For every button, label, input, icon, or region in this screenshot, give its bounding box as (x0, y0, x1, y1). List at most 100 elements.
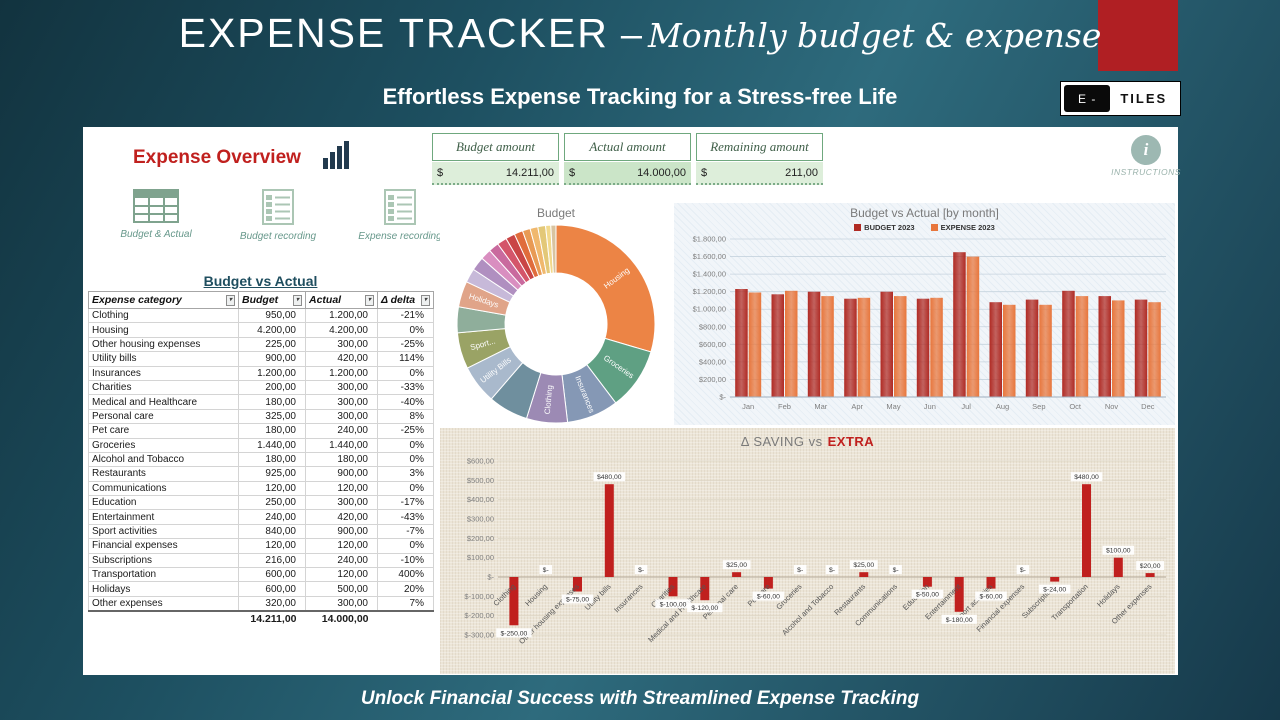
value-label-bg (722, 560, 751, 570)
y-tick-label: $600,00 (699, 340, 726, 349)
filter-dropdown-icon[interactable]: ▾ (225, 295, 235, 306)
y-tick-label: $1.800,00 (693, 235, 726, 244)
cell-value: 20% (377, 581, 434, 597)
y-tick-label: $1.400,00 (693, 270, 726, 279)
dashboard-panel: Expense Overview Budget & Actual (83, 127, 1181, 675)
value-label: $20,00 (1140, 563, 1161, 570)
cell-category: Holidays (88, 581, 239, 597)
bar-expense (930, 297, 943, 397)
value-label-bg (1016, 565, 1030, 574)
x-tick-label: Jun (924, 402, 936, 411)
y-tick-label: $400,00 (467, 495, 494, 504)
table-grid-icon (133, 189, 179, 223)
donut-slice (550, 224, 557, 274)
column-header-label: Budget (242, 294, 279, 306)
y-tick-label: $- (719, 393, 726, 402)
cell-value: -17% (377, 495, 434, 511)
chart-legend: BUDGET 2023 EXPENSE 2023 (674, 221, 1175, 233)
delta-bar (763, 577, 773, 589)
bar-expense (1112, 300, 1125, 397)
y-tick-label: $100,00 (467, 553, 494, 562)
cell-value: -40% (377, 394, 434, 410)
cell-value: 0% (377, 437, 434, 453)
instructions-button[interactable]: i INSTRUCTIONS (1111, 135, 1181, 177)
bar-budget (1062, 290, 1075, 397)
nav-item-budget-and-actual[interactable]: Budget & Actual (108, 189, 204, 242)
footer-tagline: Unlock Financial Success with Streamline… (360, 688, 920, 709)
value-label: $-75,00 (566, 597, 589, 604)
logo-e-badge: E - (1064, 85, 1111, 112)
cell-value: 500,00 (305, 581, 378, 597)
delta-bar (954, 577, 964, 612)
value-label: $-24,00 (1043, 587, 1066, 594)
y-tick-label: $1.200,00 (693, 287, 726, 296)
nav-item-label: Budget & Actual (120, 229, 192, 240)
actual-amount-value: 14.000,00 (637, 166, 686, 179)
bar-budget (844, 298, 857, 397)
remaining-amount-value: 211,00 (785, 166, 818, 179)
cell-value: 240,00 (305, 552, 378, 569)
y-tick-label: $-300,00 (464, 631, 494, 640)
nav-item-expense-recording[interactable]: Expense recording (352, 189, 448, 242)
cell-value: 900,00 (305, 523, 378, 540)
value-label: $- (797, 567, 803, 574)
cell-value: -25% (377, 336, 434, 353)
budget-donut-chart: Budget Housing Groceries Insurances Clothin… (440, 203, 672, 429)
title-dash: – (620, 14, 642, 56)
bar-expense (966, 256, 980, 397)
cell-category: Charities (88, 379, 239, 396)
value-label: $-50,00 (916, 592, 939, 599)
value-label-bg (825, 565, 839, 574)
delta-bar (604, 484, 614, 577)
filter-dropdown-icon[interactable]: ▾ (292, 295, 302, 306)
currency-symbol: $ (437, 166, 444, 179)
cell-value: 1.200,00 (305, 365, 378, 381)
delta-bar (668, 577, 678, 597)
cell-value: 600,00 (238, 567, 306, 583)
table-row: Subscriptions 216,00 240,00 -10% (88, 552, 434, 569)
bar-expense (1003, 304, 1016, 397)
cell-value: 114% (377, 351, 434, 367)
table-total-row: 14.211,00 14.000,00 (88, 610, 434, 626)
delta-bar (1145, 573, 1155, 577)
donut-chart-canvas: HousingGroceriesInsurancesClothingUtilit… (456, 224, 656, 424)
brand-logo: E - TILES (1060, 81, 1182, 116)
budget-amount-box: Budget amount $ 14.211,00 (432, 133, 559, 185)
cell-value: 320,00 (238, 595, 306, 612)
column-header: ▾ Actual (305, 291, 378, 309)
bar-expense (857, 297, 871, 397)
cell-category: Insurances (88, 365, 239, 381)
x-tick-label: Apr (851, 402, 863, 411)
value-label: $-180,00 (946, 617, 973, 624)
nav-item-budget-recording[interactable]: Budget recording (230, 189, 326, 242)
value-label-bg (752, 591, 785, 601)
table-row: Restaurants 925,00 900,00 3% (88, 466, 434, 482)
subtitle: Effortless Expense Tracking for a Stress… (382, 84, 898, 109)
nav-item-label: Budget recording (239, 231, 317, 242)
cell-value: 1.200,00 (238, 365, 306, 381)
monthly-chart-canvas: $- $200,00 $400,00 $600,00 $800,00 $1.000,00 $… (693, 235, 1166, 411)
actual-amount-box: Actual amount $ 14.000,00 (564, 133, 691, 185)
bar-budget (880, 291, 893, 397)
table-row: Financial expenses 120,00 120,00 0% (88, 538, 434, 554)
column-header: ▾ Δ delta (377, 291, 434, 309)
x-tick-label: Oct (1069, 402, 1082, 411)
cell-value: 950,00 (238, 307, 306, 324)
cell-category: Utility bills (88, 351, 239, 367)
total-cell (88, 610, 239, 626)
value-label: $25,00 (726, 562, 747, 569)
cell-category: Personal care (88, 408, 239, 425)
filter-dropdown-icon[interactable]: ▾ (364, 295, 374, 306)
cell-value: 300,00 (305, 595, 378, 612)
delta-chart-title: Δ SAVING vs EXTRA (440, 434, 1175, 449)
bar-budget (1098, 296, 1111, 397)
cell-value: 900,00 (238, 351, 306, 367)
delta-bar (859, 572, 869, 577)
x-tick-label: Nov (1105, 402, 1119, 411)
table-title: Budget vs Actual (203, 273, 318, 289)
cell-category: Other housing expenses (88, 336, 239, 353)
cell-value: 180,00 (305, 451, 378, 468)
cell-value: 180,00 (238, 394, 306, 410)
filter-dropdown-icon[interactable]: ▾ (420, 295, 430, 306)
cell-category: Pet care (88, 423, 239, 439)
